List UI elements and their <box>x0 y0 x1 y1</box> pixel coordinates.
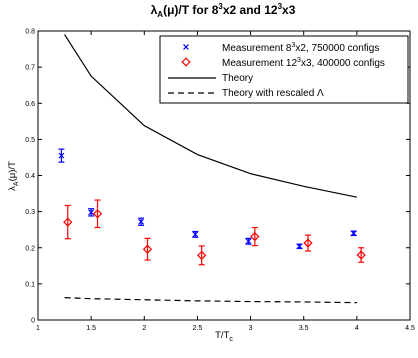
x-tick-label: 4.5 <box>405 325 415 332</box>
data-point-8cubed-x2 <box>296 243 303 250</box>
y-tick-label: 0.3 <box>25 209 35 216</box>
y-tick-label: 0.7 <box>25 65 35 72</box>
error-bar <box>64 204 71 240</box>
error-bar <box>144 237 151 261</box>
y-tick-label: 0.5 <box>25 137 35 144</box>
y-axis-label-rest: (μ)/T <box>7 161 18 181</box>
theory-rescaled-line <box>64 297 357 304</box>
x-axis-label-main: T/T <box>215 330 229 341</box>
title-text-2: x2 and 12 <box>223 3 278 17</box>
chart-title: λA(μ)/T for 83x2 and 123x3 <box>151 2 296 19</box>
legend-marker-diamond <box>181 57 191 67</box>
x-tick-label: 1 <box>36 325 40 332</box>
plot-series <box>58 34 366 304</box>
data-point-12cubed-x3 <box>63 217 73 227</box>
y-axis-label: λA(μ)/T <box>7 161 20 191</box>
legend-label-series-4: Theory with rescaled Λ <box>222 88 324 99</box>
x-tick-label: 4 <box>355 325 359 332</box>
y-tick-label: 0.1 <box>25 281 35 288</box>
legend: Measurement 83x2, 750000 configs Measure… <box>159 35 409 104</box>
theory-line <box>64 34 357 198</box>
data-point-8cubed-x2 <box>192 231 199 238</box>
y-tick-label: 0.8 <box>25 29 35 36</box>
legend-marker-x <box>183 44 189 50</box>
data-point-12cubed-x3 <box>197 250 207 260</box>
title-superscript-1: 3 <box>218 2 223 11</box>
legend-label-series-3: Theory <box>222 73 253 84</box>
x-marker-stroke <box>88 209 95 216</box>
legend-label-series-1: Measurement 83x2, 750000 configs <box>222 42 379 54</box>
error-bar <box>198 245 205 266</box>
x-axis-label-sub: c <box>229 336 233 343</box>
x-marker-stroke <box>350 230 357 237</box>
y-tick-label: 0.6 <box>25 101 35 108</box>
legend-markers <box>168 44 216 94</box>
x-tick-label: 3 <box>249 325 253 332</box>
x-axis: 1 1.5 2 2.5 3 3.5 4 4.5 <box>36 31 415 332</box>
y-tick-label: 0.4 <box>25 173 35 180</box>
x-tick-label: 1.5 <box>86 325 96 332</box>
x-marker-stroke <box>183 44 189 50</box>
error-bar <box>251 226 258 247</box>
data-point-12cubed-x3 <box>142 244 153 254</box>
x-marker-stroke <box>245 238 252 245</box>
title-text-1: (μ)/T for 8 <box>163 3 219 17</box>
data-point-8cubed-x2 <box>245 238 252 245</box>
title-superscript-2: 3 <box>278 2 283 11</box>
legend-label-series-2: Measurement 123x3, 400000 configs <box>222 57 385 69</box>
error-bar <box>358 247 365 263</box>
data-point-8cubed-x2 <box>350 230 357 237</box>
x-marker-stroke <box>58 152 65 159</box>
x-marker-stroke <box>192 231 199 238</box>
title-symbol: λ <box>151 3 158 17</box>
x-tick-label: 2.5 <box>193 325 203 332</box>
data-point-12cubed-x3 <box>303 238 313 248</box>
x-marker-stroke <box>296 243 303 250</box>
title-text-3: x3 <box>282 3 296 17</box>
data-point-12cubed-x3 <box>92 209 103 219</box>
data-point-8cubed-x2 <box>58 152 65 159</box>
data-point-12cubed-x3 <box>250 231 260 242</box>
x-marker-stroke <box>138 218 145 225</box>
x-axis-label: T/Tc <box>215 330 233 343</box>
error-bar <box>304 234 311 252</box>
title-subscript: A <box>157 10 163 19</box>
data-point-8cubed-x2 <box>88 209 95 216</box>
y-tick-label: 0.2 <box>25 245 35 252</box>
data-point-8cubed-x2 <box>138 218 145 225</box>
x-tick-label: 3.5 <box>299 325 309 332</box>
y-axis-label-sub: A <box>13 181 20 186</box>
legend-box <box>159 35 409 104</box>
x-tick-label: 2 <box>142 325 146 332</box>
error-bar <box>94 199 101 229</box>
y-axis-label-symbol: λ <box>7 186 18 191</box>
y-tick-label: 0 <box>31 318 35 325</box>
data-point-12cubed-x3 <box>356 250 366 260</box>
y-axis: 0 0.1 0.2 0.3 0.4 0.5 0.6 0.7 0.8 <box>25 29 410 325</box>
